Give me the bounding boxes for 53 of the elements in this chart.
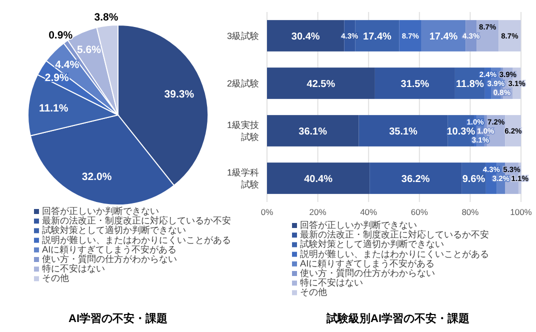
data-label: 31.5% — [400, 78, 430, 90]
data-label: 11.8% — [456, 78, 484, 90]
data-label: 36.2% — [401, 174, 430, 185]
data-label: 10.3% — [446, 126, 476, 138]
bar — [267, 68, 375, 99]
bar — [267, 162, 370, 194]
x-tick-label: 100% — [510, 207, 532, 217]
y-tick-label: 1級実技試験 — [226, 120, 259, 142]
legend-label: AIに頼りすぎてしまう不安がある — [42, 244, 177, 254]
text: AI学習の不安・課題 — [68, 312, 168, 325]
x-tick-label: 20% — [309, 207, 327, 217]
x-tick-label: 0% — [260, 207, 274, 217]
y-tick-label: 2級試験 — [226, 78, 259, 88]
data-label: 17.4% — [429, 31, 458, 42]
bar — [374, 68, 455, 99]
data-label: 30.4% — [291, 31, 320, 42]
legend-label: AIに頼りすぎてしまう不安がある — [300, 258, 435, 268]
legend-label: 特に不安はない — [300, 278, 363, 288]
legend-label: 使い方・質問の仕方がわからない — [300, 268, 435, 278]
x-tick-label: 60% — [410, 207, 428, 217]
legend-label: 試験対策として適切か判断できない — [300, 239, 444, 250]
legend-label: 回答が正しいか判断できない — [300, 220, 417, 230]
y-tick-label: 3級試験 — [226, 30, 259, 41]
data-label: 5.6% — [77, 44, 102, 56]
data-label: 40.4% — [304, 174, 333, 185]
y-tick-label: 1級学科試験 — [226, 167, 259, 190]
data-label: 4.4% — [55, 59, 80, 72]
legend-label: 説明が難しい、またはわかりにくいことがある — [300, 248, 489, 259]
data-label: 39.3% — [164, 88, 195, 101]
legend-label: その他 — [300, 287, 327, 298]
legend-label: 試験対策として適切か判断できない — [42, 225, 186, 236]
data-label: 36.1% — [298, 126, 328, 138]
text: 試験級別AI学習の不安・課題 — [326, 312, 470, 325]
data-label: 17.4% — [363, 31, 392, 42]
data-label: 42.5% — [306, 78, 336, 90]
legend-label: 最新の法改正・制度改正に対応しているか不安 — [300, 230, 489, 240]
data-label: 32.0% — [82, 171, 112, 184]
data-label: 9.6% — [462, 174, 486, 185]
legend-label: 説明が難しい、またはわかりにくいことがある — [42, 234, 231, 245]
legend-label: その他 — [42, 273, 69, 284]
data-label: 35.1% — [389, 126, 418, 138]
legend-label: 最新の法改正・制度改正に対応しているか不安 — [42, 216, 231, 226]
bar — [267, 115, 359, 146]
data-label: 3.8% — [94, 12, 119, 24]
x-tick-label: 80% — [462, 207, 480, 217]
legend-label: 回答が正しいか判断できない — [42, 206, 159, 216]
data-label: 0.9% — [48, 29, 74, 42]
legend-label: 使い方・質問の仕方がわからない — [42, 254, 177, 264]
x-tick-label: 40% — [360, 207, 378, 217]
legend-label: 特に不安はない — [42, 264, 105, 274]
data-label: 11.1% — [39, 102, 69, 114]
bar — [370, 162, 462, 194]
bar — [358, 115, 448, 146]
